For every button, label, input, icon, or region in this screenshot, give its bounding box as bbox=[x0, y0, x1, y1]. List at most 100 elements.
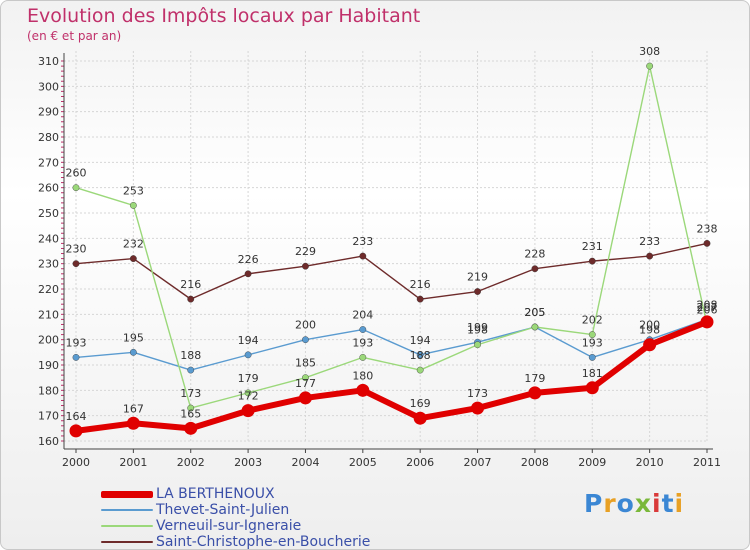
data-point bbox=[187, 295, 195, 303]
data-point bbox=[359, 252, 367, 260]
y-tick-label: 180 bbox=[38, 384, 59, 397]
data-label: 230 bbox=[66, 243, 87, 256]
y-tick-label: 300 bbox=[38, 80, 59, 93]
proxiti-logo: Proxiti bbox=[584, 489, 684, 518]
data-label: 253 bbox=[123, 184, 144, 197]
data-label: 179 bbox=[238, 372, 259, 385]
logo-letter: x bbox=[634, 489, 652, 518]
logo-letter: r bbox=[603, 489, 617, 518]
x-tick-label: 2005 bbox=[349, 456, 377, 469]
y-tick-label: 230 bbox=[38, 258, 59, 271]
y-tick-label: 170 bbox=[38, 410, 59, 423]
data-label: 238 bbox=[697, 222, 718, 235]
data-label: 165 bbox=[180, 407, 201, 420]
series-line-2 bbox=[75, 65, 708, 409]
x-tick-label: 2004 bbox=[291, 456, 319, 469]
data-label: 208 bbox=[697, 298, 718, 311]
data-point bbox=[69, 424, 83, 438]
data-label: 173 bbox=[467, 387, 488, 400]
data-point bbox=[241, 404, 255, 418]
data-label: 172 bbox=[238, 390, 259, 403]
data-point bbox=[72, 260, 80, 268]
data-label: 308 bbox=[639, 45, 660, 58]
data-label: 198 bbox=[467, 324, 488, 337]
x-tick-label: 2008 bbox=[521, 456, 549, 469]
y-tick-label: 280 bbox=[38, 131, 59, 144]
y-tick-label: 310 bbox=[38, 55, 59, 68]
data-point bbox=[187, 404, 195, 412]
data-label: 198 bbox=[639, 324, 660, 337]
data-point bbox=[700, 315, 714, 329]
y-tick-label: 200 bbox=[38, 334, 59, 347]
logo-letter: P bbox=[584, 489, 604, 518]
data-label: 164 bbox=[66, 410, 87, 423]
data-point bbox=[646, 252, 654, 260]
data-label: 260 bbox=[66, 167, 87, 180]
legend-swatch bbox=[101, 541, 153, 543]
logo-letter: t bbox=[661, 489, 675, 518]
logo-letter: i bbox=[652, 489, 662, 518]
data-label: 231 bbox=[582, 240, 603, 253]
data-label: 167 bbox=[123, 402, 144, 415]
series-line-0 bbox=[75, 242, 708, 300]
data-point bbox=[531, 265, 539, 273]
data-label: 216 bbox=[410, 278, 431, 291]
data-label: 193 bbox=[66, 336, 87, 349]
x-tick-label: 2001 bbox=[119, 456, 147, 469]
data-point bbox=[187, 366, 195, 374]
legend-label: Thevet-Saint-Julien bbox=[156, 502, 290, 518]
data-label: 188 bbox=[410, 349, 431, 362]
data-point bbox=[302, 262, 309, 270]
data-label: 194 bbox=[238, 334, 259, 347]
data-point bbox=[416, 366, 424, 374]
data-point bbox=[643, 338, 657, 352]
data-point bbox=[244, 270, 252, 278]
data-point bbox=[129, 348, 137, 356]
data-point bbox=[588, 257, 596, 265]
x-tick-label: 2011 bbox=[693, 456, 721, 469]
data-point bbox=[646, 62, 654, 70]
data-point bbox=[244, 351, 252, 359]
grid-lines bbox=[64, 51, 708, 442]
y-tick-label: 210 bbox=[38, 308, 59, 321]
x-tick-label: 2009 bbox=[578, 456, 606, 469]
series-lines bbox=[69, 62, 714, 438]
data-point bbox=[244, 389, 252, 397]
data-point bbox=[359, 353, 367, 361]
y-tick-label: 290 bbox=[38, 106, 59, 119]
chart-title: Evolution des Impôts locaux par Habitant bbox=[27, 5, 421, 27]
y-tick-label: 190 bbox=[38, 359, 59, 372]
x-tick-label: 2002 bbox=[177, 456, 205, 469]
legend-swatch bbox=[101, 491, 153, 498]
data-point bbox=[585, 381, 599, 395]
x-tick-label: 2003 bbox=[234, 456, 262, 469]
y-tick-label: 160 bbox=[38, 435, 59, 448]
y-tick-label: 270 bbox=[38, 156, 59, 169]
legend-label: Verneuil-sur-Igneraie bbox=[156, 518, 302, 534]
data-label: 173 bbox=[180, 387, 201, 400]
logo-letter: i bbox=[674, 489, 685, 518]
data-point bbox=[413, 411, 427, 425]
data-point bbox=[474, 288, 481, 295]
x-tick-label: 2007 bbox=[464, 456, 492, 469]
data-point bbox=[474, 341, 481, 349]
data-label: 188 bbox=[180, 349, 201, 362]
data-label: 180 bbox=[352, 369, 373, 382]
data-label: 207 bbox=[697, 301, 718, 314]
data-label: 232 bbox=[123, 238, 144, 251]
legend-label: LA BERTHENOUX bbox=[156, 486, 275, 502]
data-point bbox=[359, 326, 367, 333]
data-point bbox=[184, 421, 198, 435]
series-line-1 bbox=[75, 318, 708, 371]
data-label: 219 bbox=[467, 271, 488, 284]
data-label: 194 bbox=[410, 334, 431, 347]
data-label: 228 bbox=[524, 248, 545, 261]
legend-swatch bbox=[101, 525, 153, 527]
data-label: 205 bbox=[524, 306, 545, 319]
data-point bbox=[703, 239, 711, 247]
data-point bbox=[588, 353, 596, 361]
data-label: 199 bbox=[467, 321, 488, 334]
data-point bbox=[531, 323, 539, 331]
data-label: 202 bbox=[582, 314, 603, 327]
y-tick-label: 240 bbox=[38, 232, 59, 245]
